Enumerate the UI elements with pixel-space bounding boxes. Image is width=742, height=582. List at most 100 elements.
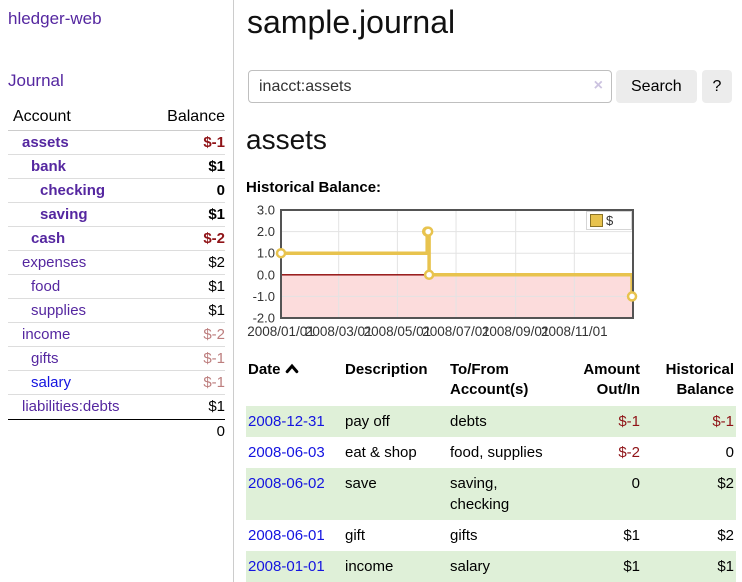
- transaction-row: 2008-01-01 income salary $1 $1: [246, 551, 736, 582]
- page-title: sample.journal: [247, 4, 456, 40]
- transactions-header-row: Date Description To/From Account(s) Amou…: [246, 358, 736, 406]
- transaction-row: 2008-06-03 eat & shop food, supplies $-2…: [246, 437, 736, 468]
- accounts-total-row: 0: [8, 419, 225, 443]
- account-balance: $2: [208, 254, 225, 271]
- account-link[interactable]: expenses: [22, 254, 87, 271]
- transaction-accounts: salary: [450, 558, 491, 575]
- account-balance: $-2: [203, 230, 225, 247]
- legend-swatch: [590, 214, 603, 227]
- sidebar-item-journal[interactable]: Journal: [8, 71, 64, 90]
- transaction-balance: $-1: [712, 413, 734, 430]
- clear-search-icon[interactable]: ×: [593, 77, 603, 94]
- account-balance: $-1: [203, 350, 225, 367]
- account-row-checking: checking 0: [8, 179, 225, 203]
- data-point-marker: [626, 291, 638, 302]
- transaction-accounts: food, supplies: [450, 444, 543, 461]
- app-title-link[interactable]: hledger-web: [8, 9, 102, 28]
- account-row-gifts: gifts $-1: [8, 347, 225, 371]
- account-heading: assets: [246, 124, 327, 155]
- account-link[interactable]: saving: [40, 206, 88, 223]
- account-row-food: food $1: [8, 275, 225, 299]
- plot-border: [280, 209, 634, 319]
- account-link[interactable]: checking: [40, 182, 106, 199]
- transaction-balance: $2: [717, 475, 734, 492]
- transaction-date-link[interactable]: 2008-06-01: [248, 527, 325, 544]
- col-header-description: Description: [345, 361, 428, 378]
- account-row-assets: assets $-1: [8, 131, 225, 155]
- transaction-row: 2008-12-31 pay off debts $-1 $-1: [246, 406, 736, 437]
- accounts-tree: Account Balance assets $-1 bank $1 check…: [8, 105, 225, 443]
- account-row-bank: bank $1: [8, 155, 225, 179]
- account-balance: $1: [208, 302, 225, 319]
- col-header-accounts: To/From Account(s): [450, 361, 529, 398]
- account-row-saving: saving $1: [8, 203, 225, 227]
- account-balance: $1: [208, 206, 225, 223]
- transaction-description: save: [345, 475, 377, 492]
- sort-asc-icon: [285, 363, 298, 374]
- transaction-amount: $1: [623, 558, 640, 575]
- transaction-date-link[interactable]: 2008-06-03: [248, 444, 325, 461]
- transaction-balance: 0: [725, 444, 734, 461]
- x-tick-label: 2008/05/01: [364, 324, 432, 339]
- transaction-date-link[interactable]: 2008-06-02: [248, 475, 325, 492]
- account-balance: $1: [208, 158, 225, 175]
- transaction-row: 2008-06-02 save saving, checking 0 $2: [246, 468, 736, 520]
- account-link[interactable]: income: [22, 326, 71, 343]
- transaction-accounts: debts: [450, 413, 487, 430]
- account-row-supplies: supplies $1: [8, 299, 225, 323]
- y-tick-label: -1.0: [253, 289, 275, 304]
- data-point-marker: [422, 226, 434, 237]
- historical-balance-chart: $3.0 2.0 1.0 0.0 -1.0 -2.02008/01/012008/03/0…: [247, 203, 638, 339]
- account-row-salary: salary $-1: [8, 371, 225, 395]
- account-row-cash: cash $-2: [8, 227, 225, 251]
- transaction-amount: $1: [623, 527, 640, 544]
- data-point-marker: [275, 247, 287, 259]
- search-input[interactable]: [248, 70, 612, 103]
- account-link[interactable]: liabilities:debts: [22, 398, 120, 415]
- transaction-amount: $-1: [618, 413, 640, 430]
- y-tick-label: 3.0: [257, 203, 275, 218]
- transaction-description: pay off: [345, 413, 390, 430]
- search-button[interactable]: Search: [616, 70, 697, 103]
- account-balance: $-2: [203, 326, 225, 343]
- account-balance: 0: [216, 182, 225, 199]
- accounts-total-value: 0: [216, 423, 225, 440]
- account-link[interactable]: gifts: [31, 350, 59, 367]
- data-point-marker: [423, 269, 435, 281]
- y-tick-label: -2.0: [253, 311, 275, 326]
- account-link[interactable]: supplies: [31, 302, 87, 319]
- transaction-date-link[interactable]: 2008-01-01: [248, 558, 325, 575]
- x-tick-label: 2008/09/01: [482, 324, 550, 339]
- transaction-description: income: [345, 558, 394, 575]
- x-tick-label: 2008/03/01: [305, 324, 373, 339]
- chart-title: Historical Balance:: [246, 179, 382, 196]
- transaction-accounts: gifts: [450, 527, 478, 544]
- transaction-amount: $-2: [618, 444, 640, 461]
- account-balance: $1: [208, 398, 225, 415]
- transaction-description: eat & shop: [345, 444, 417, 461]
- account-link[interactable]: assets: [22, 134, 69, 151]
- transaction-row: 2008-06-01 gift gifts $1 $2: [246, 520, 736, 551]
- account-row-expenses: expenses $2: [8, 251, 225, 275]
- x-tick-label: 2008/11/01: [541, 324, 608, 339]
- y-tick-label: 0.0: [257, 267, 275, 282]
- account-link[interactable]: food: [31, 278, 61, 295]
- account-balance: $1: [208, 278, 225, 295]
- accounts-header: Account Balance: [8, 105, 225, 131]
- sidebar-divider: [233, 0, 234, 582]
- transactions-table: Date Description To/From Account(s) Amou…: [246, 358, 736, 582]
- legend-label: $: [606, 213, 614, 228]
- x-tick-label: 2008/07/01: [422, 324, 490, 339]
- account-link[interactable]: salary: [31, 374, 72, 391]
- account-balance: $-1: [203, 134, 225, 151]
- accounts-header-account: Account: [13, 108, 71, 125]
- account-link[interactable]: bank: [31, 158, 67, 175]
- help-button[interactable]: ?: [702, 70, 732, 103]
- y-tick-label: 2.0: [257, 224, 275, 239]
- transaction-date-link[interactable]: 2008-12-31: [248, 413, 325, 430]
- col-header-date[interactable]: Date: [246, 358, 343, 406]
- y-tick-label: 1.0: [257, 246, 275, 261]
- account-link[interactable]: cash: [31, 230, 66, 247]
- transaction-accounts: saving, checking: [450, 475, 510, 513]
